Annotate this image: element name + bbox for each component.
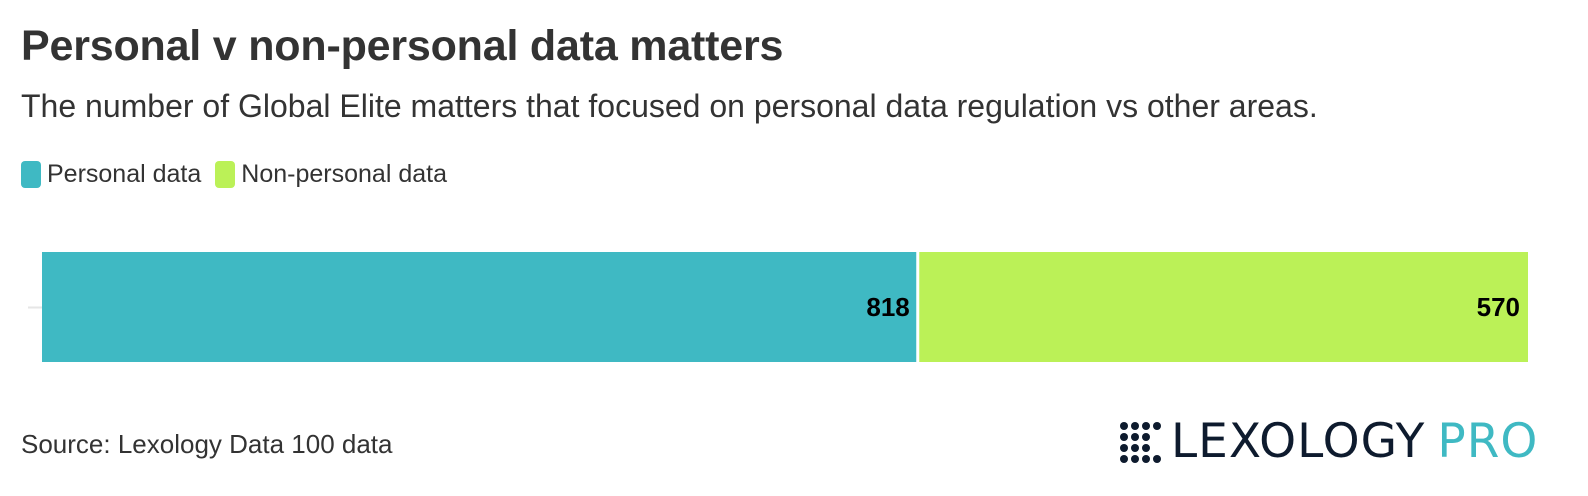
logo-accent-text: PRO: [1437, 414, 1539, 469]
bar-personal-data[interactable]: [42, 252, 917, 362]
lexology-pro-logo: LEXOLOGY PRO: [1120, 416, 1538, 468]
data-label-personal-data: 818: [866, 292, 909, 322]
legend-swatch-personal-data: [21, 161, 41, 188]
legend-item-non-personal-data[interactable]: Non-personal data: [215, 160, 447, 189]
chart-title: Personal v non-personal data matters: [21, 22, 784, 70]
logo-main-text: LEXOLOGY: [1171, 414, 1426, 469]
logo-wordmark: LEXOLOGY PRO: [1171, 416, 1538, 468]
legend-label-non-personal-data: Non-personal data: [241, 160, 447, 188]
dot-grid-icon: [1120, 421, 1161, 463]
legend-item-personal-data[interactable]: Personal data: [21, 160, 201, 189]
bar-non-personal-data[interactable]: [919, 252, 1528, 362]
chart-subtitle: The number of Global Elite matters that …: [21, 88, 1318, 124]
legend-swatch-non-personal-data: [215, 161, 236, 188]
legend: Personal data Non-personal data: [21, 160, 461, 189]
stacked-bar-chart: 818 570: [28, 252, 1528, 362]
source-note: Source: Lexology Data 100 data: [21, 429, 393, 459]
legend-label-personal-data: Personal data: [47, 160, 202, 188]
data-label-non-personal-data: 570: [1477, 292, 1520, 322]
